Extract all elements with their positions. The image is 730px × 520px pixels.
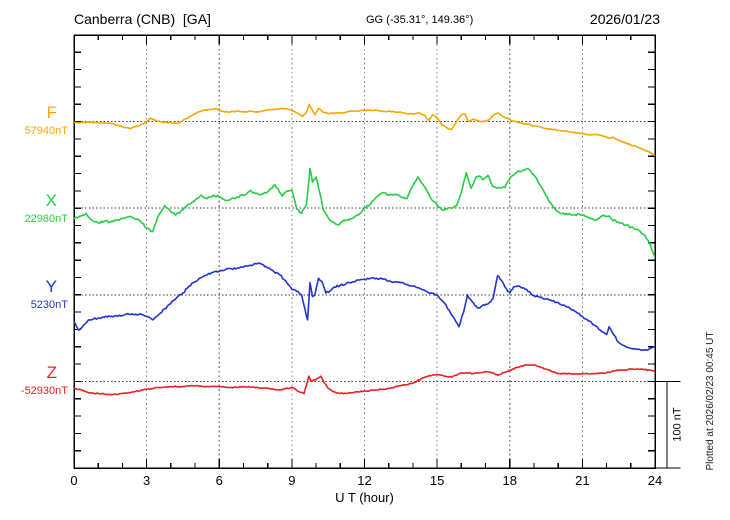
x-axis-title: U T (hour)	[335, 490, 394, 505]
curve-F	[74, 103, 655, 157]
x-tick-label: 15	[429, 473, 445, 488]
scale-bar-label: 100 nT	[671, 407, 684, 442]
component-label-Y: Y 5230nT	[0, 278, 68, 312]
curve-Y	[74, 262, 655, 352]
curves-group	[74, 103, 655, 396]
component-letter-Y: Y	[45, 277, 57, 296]
x-tick-label: 18	[502, 473, 517, 488]
component-letter-X: X	[45, 191, 57, 210]
component-label-X: X 22980nT	[0, 192, 68, 226]
geographic-coordinates: GG (-35.31°, 149.36°)	[366, 14, 474, 26]
component-baseline-X: 22980nT	[24, 213, 68, 225]
x-tick-label: 21	[575, 473, 590, 488]
component-baseline-Z: -52930nT	[20, 385, 68, 397]
curve-X	[74, 167, 655, 260]
plotted-at-note: Plotted at 2026/02/23 00:45 UT	[705, 331, 716, 471]
component-label-Z: Z -52930nT	[0, 364, 68, 398]
plot-date: 2026/01/23	[589, 11, 660, 27]
component-letter-F: F	[46, 103, 57, 122]
component-label-F: F 57940nT	[0, 104, 68, 138]
x-tick-label: 3	[143, 473, 151, 488]
x-tick-label: 0	[70, 473, 78, 488]
x-tick-label: 9	[288, 473, 296, 488]
x-tick-label: 24	[647, 473, 663, 488]
plot-frame	[73, 34, 656, 469]
component-letter-Z: Z	[46, 363, 57, 382]
x-tick-label: 6	[215, 473, 223, 488]
component-baseline-Y: 5230nT	[30, 299, 68, 311]
curve-Z	[74, 363, 655, 396]
station-title: Canberra (CNB) [GA]	[74, 11, 211, 27]
component-baseline-F: 57940nT	[24, 125, 68, 137]
x-tick-label: 12	[357, 473, 372, 488]
